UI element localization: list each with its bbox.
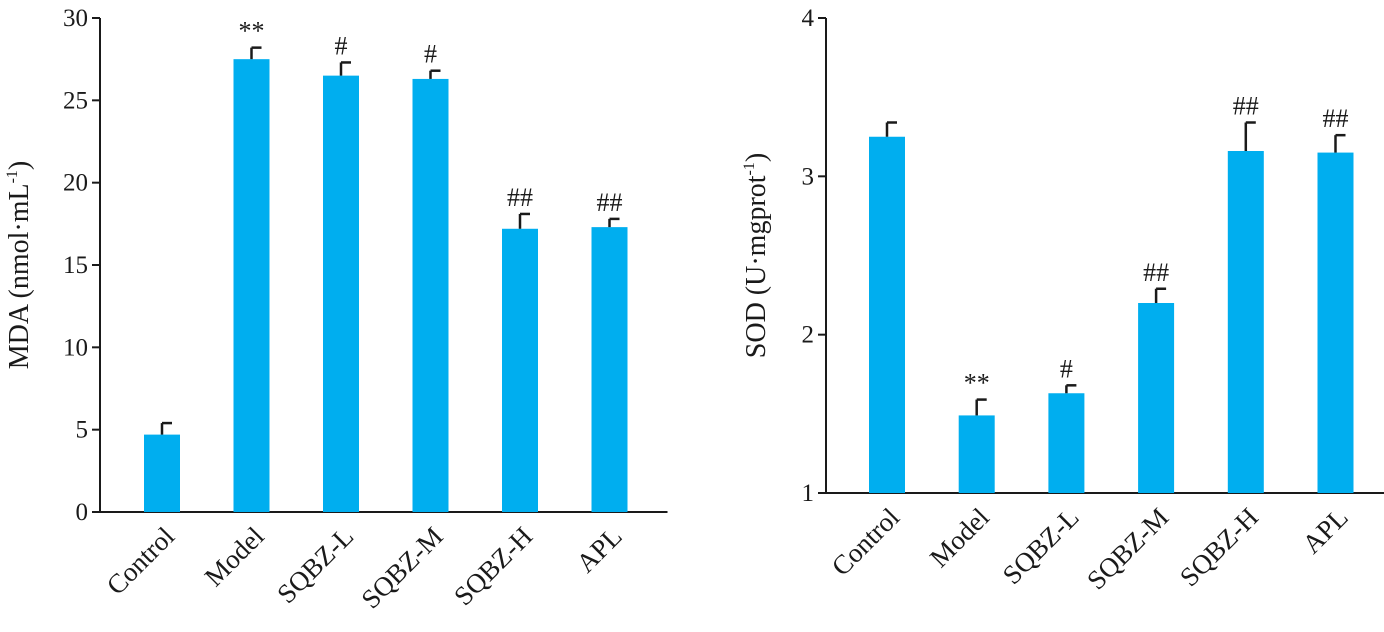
y-tick-label: 20: [63, 170, 88, 197]
significance-mark: ##: [507, 183, 533, 212]
x-category-label: APL: [570, 521, 627, 578]
bar-control: [869, 136, 905, 493]
y-axis-label-main: MDA (nmol·mL: [4, 183, 35, 369]
bar-apl: [591, 227, 628, 513]
x-category-label: SQBZ-H: [1174, 502, 1264, 592]
bar-sqbz-m: [1138, 303, 1175, 493]
y-tick-label: 0: [76, 499, 89, 526]
x-category-label: Model: [924, 502, 995, 573]
y-tick-label: 5: [76, 417, 89, 444]
bar-sqbz-l: [1048, 393, 1085, 493]
y-tick-label: 30: [63, 5, 88, 32]
x-category-label: Control: [101, 521, 181, 601]
bar-sqbz-m: [412, 78, 449, 512]
sod-bar-chart: 1 2 3 4 SOD (U·mgprot-1) Control ** Model # SQBZ-…: [741, 5, 1384, 595]
significance-mark: #: [424, 40, 437, 69]
y-tick-label: 1: [802, 480, 815, 507]
x-category-label: SQBZ-M: [355, 521, 448, 614]
significance-mark: **: [239, 17, 265, 46]
significance-mark: #: [335, 31, 348, 60]
significance-mark: ##: [1143, 258, 1169, 287]
x-category-label: SQBZ-L: [271, 521, 359, 609]
y-tick-label: 25: [63, 87, 88, 114]
significance-mark: ##: [1323, 104, 1349, 133]
y-axis-label-main: SOD (U·mgprot: [741, 175, 772, 358]
significance-mark: ##: [597, 188, 623, 217]
x-category-label: Model: [199, 521, 270, 592]
y-axis-label-close: ): [741, 153, 772, 162]
bar-apl: [1317, 152, 1354, 494]
y-tick-label: 2: [802, 322, 815, 349]
significance-mark: ##: [1233, 92, 1259, 121]
y-axis-label-superscript: -1: [4, 170, 21, 183]
y-tick-label: 10: [63, 334, 88, 361]
y-axis-label: SOD (U·mgprot-1): [741, 153, 772, 358]
bar-control: [144, 434, 180, 512]
x-category-label: SQBZ-M: [1081, 502, 1174, 595]
significance-mark: #: [1060, 354, 1073, 383]
y-axis-label-close: ): [4, 161, 35, 170]
x-category-label: Control: [826, 502, 906, 582]
mda-bar-chart: 0 5 10 15 20 25 30 MDA (nmol·mL-1) Control ** Mode…: [4, 5, 668, 614]
y-axis-label: MDA (nmol·mL-1): [4, 161, 35, 370]
y-axis-label-superscript: -1: [741, 162, 758, 175]
bar-sqbz-l: [323, 75, 359, 512]
bar-model: [958, 415, 995, 493]
y-tick-label: 4: [802, 5, 815, 32]
y-tick-label: 3: [802, 163, 815, 190]
x-category-label: SQBZ-H: [448, 521, 538, 611]
x-category-label: SQBZ-L: [997, 502, 1085, 590]
bar-model: [233, 59, 270, 513]
bar-sqbz-h: [502, 228, 538, 513]
y-tick-label: 15: [63, 252, 88, 279]
x-category-label: APL: [1296, 502, 1353, 559]
bar-sqbz-h: [1227, 151, 1264, 493]
significance-mark: **: [964, 369, 990, 398]
